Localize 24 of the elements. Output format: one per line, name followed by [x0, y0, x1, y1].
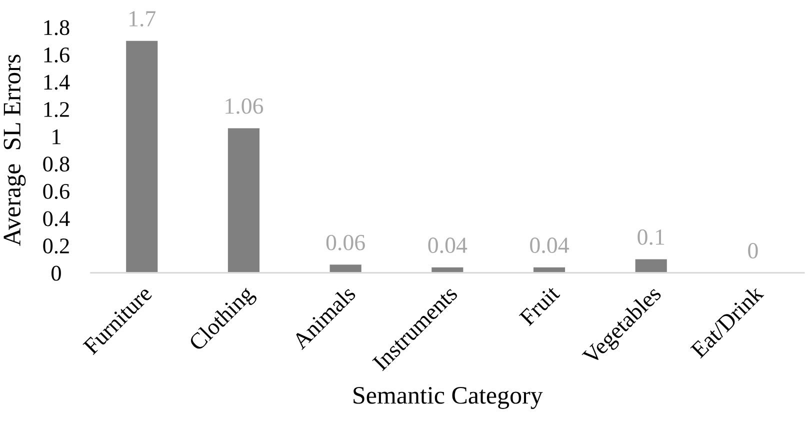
- data-label: 0.04: [530, 238, 569, 254]
- y-tick-label: 1.2: [44, 102, 69, 118]
- y-tick-label: 1: [52, 129, 60, 144]
- x-tick-label: Fruit: [518, 284, 561, 326]
- y-tick-label: 0.6: [43, 184, 70, 199]
- data-label: 0.04: [428, 238, 468, 254]
- data-label: 1.06: [226, 98, 264, 114]
- data-label: 0.1: [638, 229, 664, 245]
- y-tick-label: 1.4: [44, 74, 70, 90]
- x-axis-title: Semantic Category: [354, 387, 543, 409]
- bar: [228, 128, 260, 273]
- y-tick-label: 0.2: [43, 238, 69, 254]
- data-label: 1.7: [130, 11, 156, 27]
- data-label: 0: [748, 243, 758, 258]
- y-tick-label: 0: [52, 266, 61, 281]
- y-tick-label: 0.8: [43, 156, 70, 172]
- bar: [330, 264, 362, 273]
- data-label: 0.06: [326, 234, 365, 250]
- y-tick-label: 1.6: [44, 47, 70, 63]
- bar: [635, 259, 667, 273]
- y-tick-label: 0.4: [43, 211, 70, 226]
- y-tick-label: 1.8: [44, 20, 70, 36]
- bar: [126, 40, 158, 273]
- y-axis-title: Average SL Errors: [4, 54, 26, 246]
